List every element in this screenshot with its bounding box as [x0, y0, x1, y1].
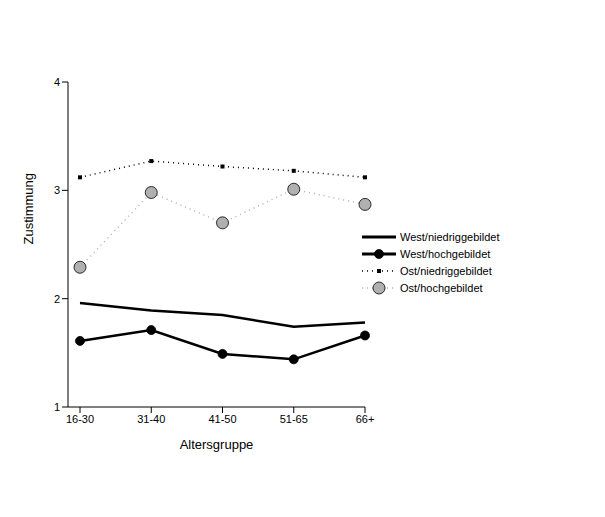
- svg-text:41-50: 41-50: [208, 413, 236, 425]
- svg-text:31-40: 31-40: [137, 413, 165, 425]
- svg-text:2: 2: [54, 293, 60, 305]
- html-text:Ost/hochgebildet: Ost/hochgebildet: [400, 281, 483, 294]
- svg-text:Zustimmung: Zustimmung: [21, 173, 36, 245]
- html-text:West/niedriggebildet: West/niedriggebildet: [400, 230, 500, 243]
- svg-text:66+: 66+: [356, 413, 375, 425]
- html-text:West/hochgebildet: West/hochgebildet: [400, 247, 491, 260]
- svg-text:4: 4: [54, 76, 60, 88]
- svg-text:Altersgruppe: Altersgruppe: [180, 437, 254, 452]
- svg-text:3: 3: [54, 184, 60, 196]
- svg-text:16-30: 16-30: [66, 413, 94, 425]
- html-text:Ost/niedriggebildet: Ost/niedriggebildet: [400, 264, 492, 277]
- svg-text:1: 1: [54, 401, 60, 413]
- svg-text:51-65: 51-65: [280, 413, 308, 425]
